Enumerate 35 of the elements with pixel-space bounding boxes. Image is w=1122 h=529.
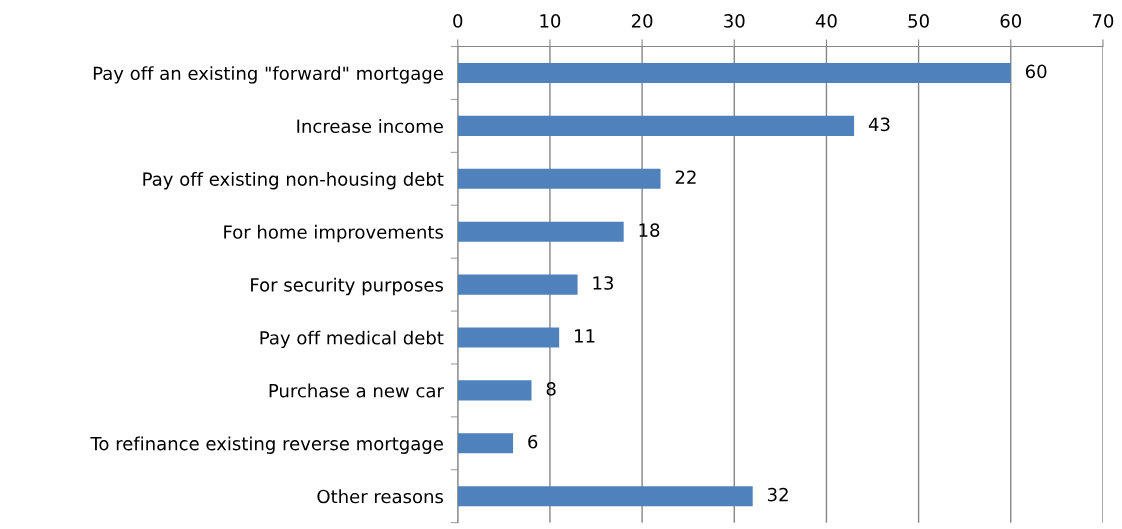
x-tick-label: 40 xyxy=(815,14,837,28)
data-label: 8 xyxy=(546,381,556,396)
data-label: 13 xyxy=(593,276,614,290)
bar xyxy=(457,486,753,507)
x-tick-label: 0 xyxy=(453,14,463,28)
bar xyxy=(457,115,855,136)
y-tick-label: Other reasons xyxy=(317,489,444,504)
bar xyxy=(457,168,661,189)
y-tick-label: Increase income xyxy=(297,119,443,134)
data-label: 60 xyxy=(1025,64,1047,79)
x-tick-label: 60 xyxy=(1000,14,1022,28)
x-tick-label: 20 xyxy=(631,14,653,28)
y-tick-label: Pay off existing non-housing debt xyxy=(143,171,444,190)
bar xyxy=(457,274,578,295)
y-tick-label: For home improvements xyxy=(224,224,444,243)
bar xyxy=(457,62,1011,84)
bar xyxy=(457,433,514,454)
x-tick-label: 30 xyxy=(724,14,745,28)
x-tick-label: 70 xyxy=(1092,14,1114,28)
y-tick-label: To refinance existing reverse mortgage xyxy=(90,436,443,454)
y-tick-label: Pay off medical debt xyxy=(260,330,444,349)
data-label: 18 xyxy=(639,223,660,237)
x-tick-label: 50 xyxy=(908,14,929,28)
y-tick-label: For security purposes xyxy=(251,277,444,296)
bar xyxy=(457,380,532,401)
data-label: 43 xyxy=(868,117,890,132)
data-label: 6 xyxy=(528,434,538,449)
x-tick-label: 10 xyxy=(540,14,561,28)
data-label: 11 xyxy=(575,329,595,343)
bar xyxy=(457,327,560,348)
y-tick-label: Purchase a new car xyxy=(269,383,444,398)
data-label: 22 xyxy=(675,170,696,184)
y-tick-label: Pay off an existing "forward" mortgage xyxy=(93,66,443,84)
bar xyxy=(457,221,624,242)
data-label: 32 xyxy=(767,487,788,502)
